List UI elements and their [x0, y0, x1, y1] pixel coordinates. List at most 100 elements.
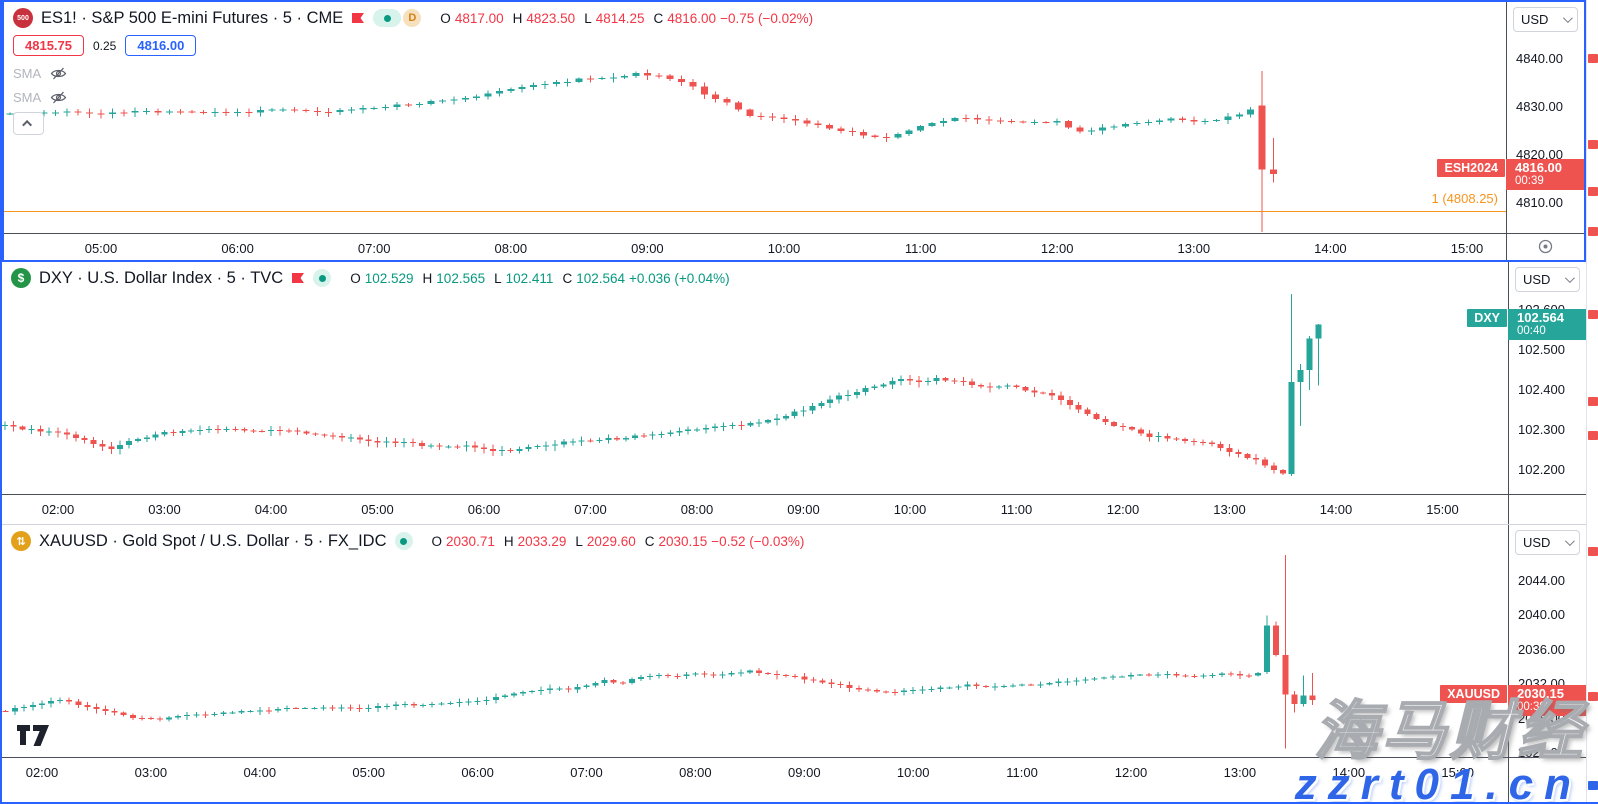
sell-button[interactable]: 4815.75 — [13, 35, 84, 56]
time-tick-label: 07:00 — [574, 502, 607, 517]
es-ohlc-readout: O 4817.00 H 4823.50 L 4814.25 C 4816.00 −0.7… — [435, 11, 813, 26]
open-label: O — [431, 533, 443, 549]
xauusd-price-axis[interactable]: USD 2044.00 2040.00 2036.00 2032.00 2028.00 2… — [1508, 525, 1586, 802]
chevron-down-icon — [1564, 273, 1575, 284]
eye-hidden-icon[interactable] — [50, 91, 67, 104]
xauusd-time-axis[interactable]: 02:00 03:00 04:00 05:00 06:00 07:00 08:00 09:00… — [2, 757, 1586, 802]
es-candlestick-chart — [6, 69, 1278, 232]
time-tick-label: 15:00 — [1450, 241, 1484, 256]
sp500-logo-icon: 500 — [13, 8, 33, 28]
sma-label: SMA — [13, 66, 42, 81]
tradingview-logo[interactable] — [16, 724, 52, 747]
time-tick-label: 02:00 — [41, 502, 75, 517]
high-value: 4823.50 — [526, 10, 576, 26]
es-price-axis[interactable]: USD 4840.00 4830.00 4820.00 4810.00 — [1506, 2, 1584, 260]
market-open-dot-icon — [400, 537, 408, 545]
time-tick-label: 03:00 — [134, 765, 168, 780]
xauusd-legend: ⇅ XAUUSD · Gold Spot / U.S. Dollar · 5 ·… — [11, 531, 804, 551]
change-value: −0.52 (−0.03%) — [711, 533, 805, 549]
clipped-price-label-mark — [1588, 547, 1598, 556]
open-value: 2030.71 — [446, 533, 495, 549]
high-value: 2033.29 — [517, 533, 567, 549]
low-label: L — [494, 270, 502, 286]
time-tick-label: 04:00 — [254, 502, 288, 517]
market-status-pill[interactable] — [313, 269, 332, 287]
time-tick-label: 10:00 — [893, 502, 927, 517]
bar-countdown: 00:39 — [1515, 175, 1544, 188]
flag-icon[interactable] — [291, 272, 305, 284]
bar-countdown: 00:39 — [1517, 701, 1546, 714]
time-tick-label: 04:00 — [243, 765, 277, 780]
eye-hidden-icon[interactable] — [50, 67, 67, 80]
pane-es: 1 (4808.25) 500 ES1! · S&P 500 E-mini Fu… — [2, 0, 1586, 262]
low-value: 102.411 — [505, 270, 554, 286]
currency-selector[interactable]: USD — [1515, 530, 1580, 555]
indicator-row-sma-1: SMA — [13, 66, 67, 81]
collapse-legend-button[interactable] — [13, 112, 44, 135]
xauusd-ohlc-readout: O 2030.71 H 2033.29 L 2029.60 C 2030.15 −0.5… — [427, 534, 805, 549]
es-time-axis[interactable]: 05:00 06:00 07:00 08:00 09:00 10:00 11:00 12:00… — [4, 233, 1584, 260]
time-tick-label: 08:00 — [680, 502, 714, 517]
time-tick-label: 11:00 — [904, 241, 937, 256]
time-tick-label: 15:00 — [1441, 765, 1474, 780]
contract-badge: XAUUSD — [1440, 685, 1507, 704]
time-tick-label: 03:00 — [148, 502, 181, 517]
clipped-price-label-mark — [1588, 781, 1598, 790]
chevron-down-icon — [1564, 536, 1575, 547]
time-tick-label: 12:00 — [1106, 502, 1140, 517]
low-label: L — [575, 533, 583, 549]
contract-badge: ESH2024 — [1437, 159, 1505, 178]
change-value: −0.75 (−0.02%) — [720, 10, 814, 26]
open-label: O — [350, 270, 361, 286]
market-status-pill[interactable] — [373, 9, 402, 27]
dxy-legend: $ DXY · U.S. Dollar Index · 5 · TVC O 102… — [11, 268, 730, 288]
xauusd-symbol-title[interactable]: XAUUSD · Gold Spot / U.S. Dollar · 5 · F… — [39, 531, 387, 550]
order-panel: 4815.75 0.25 4816.00 — [13, 35, 197, 56]
close-label: C — [562, 270, 573, 286]
time-tick-label: 13:00 — [1213, 502, 1246, 517]
gold-logo-icon: ⇅ — [11, 531, 31, 551]
dxy-symbol-title[interactable]: DXY · U.S. Dollar Index · 5 · TVC — [39, 268, 284, 287]
time-tick-label: 06:00 — [221, 241, 254, 256]
market-status-pill[interactable] — [394, 532, 413, 550]
time-tick-label: 13:00 — [1223, 765, 1257, 780]
open-value: 102.529 — [364, 270, 414, 286]
last-price-value: 4816.00 — [1515, 160, 1562, 176]
delayed-data-badge[interactable]: D — [403, 9, 422, 27]
change-value: +0.036 (+0.04%) — [629, 270, 730, 286]
es-symbol-title[interactable]: ES1! · S&P 500 E-mini Futures · 5 · CME — [41, 8, 344, 27]
market-open-dot-icon — [318, 274, 326, 282]
time-tick-label: 07:00 — [570, 765, 603, 780]
last-price-badge: 4816.00 00:39 — [1506, 159, 1584, 191]
time-tick-label: 09:00 — [788, 765, 821, 780]
flag-icon[interactable] — [351, 12, 365, 24]
bar-countdown: 00:40 — [1517, 325, 1546, 338]
open-value: 4817.00 — [454, 10, 504, 26]
time-tick-label: 12:00 — [1040, 241, 1074, 256]
price-level-line[interactable] — [4, 211, 1506, 213]
high-label: H — [503, 533, 514, 549]
currency-selector[interactable]: USD — [1515, 267, 1580, 292]
time-tick-label: 11:00 — [1000, 502, 1033, 517]
low-label: L — [584, 10, 592, 26]
time-tick-label: 07:00 — [357, 241, 391, 256]
chart-settings-icon[interactable] — [1537, 238, 1554, 255]
close-value: 4816.00 — [667, 10, 717, 26]
currency-label: USD — [1523, 535, 1551, 550]
time-tick-label: 14:00 — [1319, 502, 1353, 517]
dxy-time-axis[interactable]: 02:00 03:00 04:00 05:00 06:00 07:00 08:00 09:00… — [2, 494, 1586, 524]
last-price-value: 102.564 — [1517, 310, 1564, 326]
dxy-candlestick-chart — [2, 294, 1322, 476]
xauusd-candlestick-chart — [2, 555, 1316, 749]
time-tick-label: 10:00 — [767, 241, 801, 256]
clipped-price-label-mark — [1588, 310, 1598, 319]
price-tick-label: 4820.00 — [1516, 147, 1563, 162]
time-tick-label: 15:00 — [1426, 502, 1459, 517]
buy-button[interactable]: 4816.00 — [125, 35, 197, 56]
price-tick-label: 4810.00 — [1516, 195, 1563, 210]
currency-selector[interactable]: USD — [1513, 7, 1578, 32]
close-label: C — [653, 10, 664, 26]
currency-label: USD — [1521, 12, 1549, 27]
